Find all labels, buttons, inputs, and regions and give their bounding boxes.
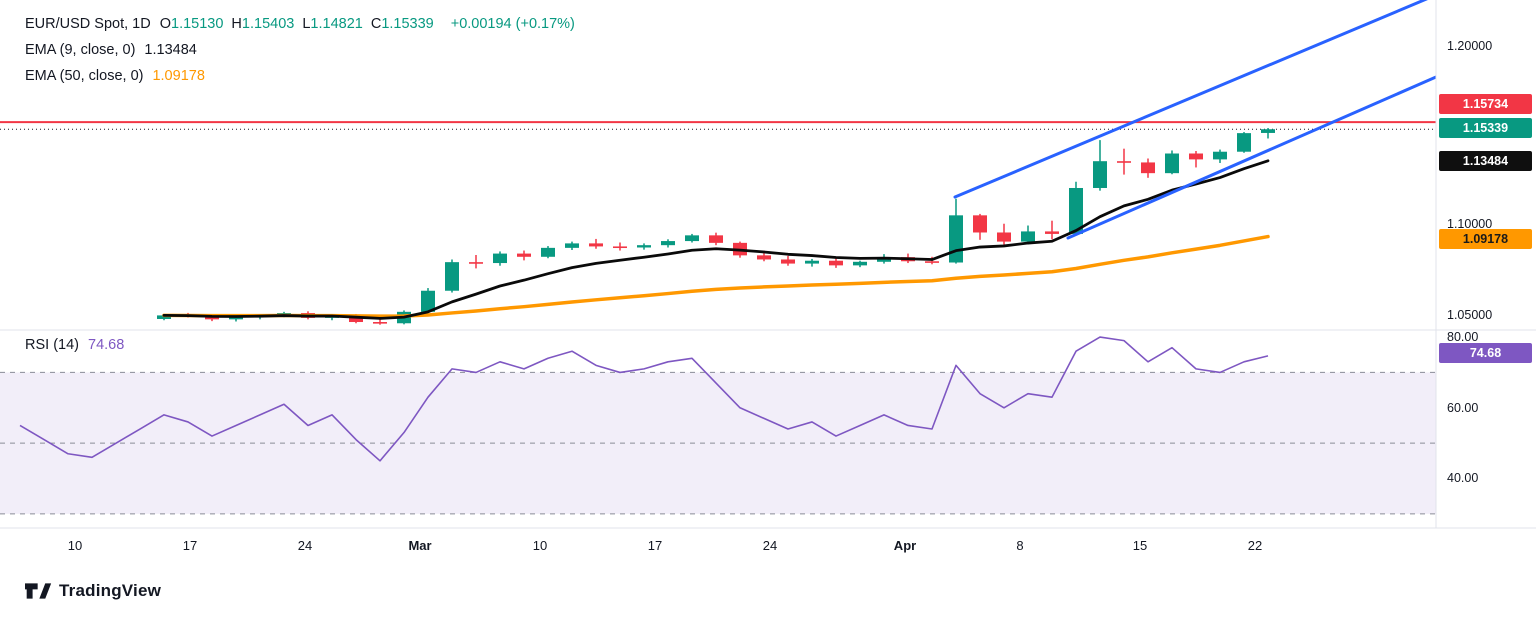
time-axis-label: 24 <box>762 538 778 553</box>
candle[interactable] <box>853 260 867 268</box>
rsi-axis-label: 80.00 <box>1447 330 1479 344</box>
footer: TradingView <box>25 580 161 602</box>
rsi-value: 74.68 <box>88 337 125 353</box>
time-axis-label: 17 <box>182 538 198 553</box>
time-axis-label: 24 <box>297 538 313 553</box>
candle[interactable] <box>1189 151 1203 168</box>
rsi-pane <box>0 371 1436 515</box>
ohlc-value: 1.14821 <box>310 16 363 32</box>
time-axis-label: 15 <box>1132 538 1148 553</box>
ema50-value: 1.09178 <box>152 68 205 84</box>
candle[interactable] <box>1213 149 1227 163</box>
price-badge: 1.09178 <box>1439 229 1532 249</box>
ohlc-letter: O <box>159 16 171 32</box>
ohlc-letter: L <box>302 16 311 32</box>
candle[interactable] <box>1069 181 1083 236</box>
time-axis-label: Mar <box>408 538 432 553</box>
ema50-label[interactable]: EMA (50, close, 0) <box>25 68 144 84</box>
candle[interactable] <box>661 239 675 248</box>
ema9-label[interactable]: EMA (9, close, 0) <box>25 42 136 58</box>
candle[interactable] <box>997 223 1011 246</box>
ema9-legend-row: EMA (9, close, 0) 1.13484 <box>25 42 197 58</box>
candle[interactable] <box>1261 128 1275 139</box>
time-axis-label: 10 <box>532 538 548 553</box>
candle[interactable] <box>445 259 459 293</box>
candle[interactable] <box>1165 150 1179 175</box>
candle[interactable] <box>829 258 843 268</box>
candle[interactable] <box>709 232 723 246</box>
ohlc-letter: C <box>370 16 382 32</box>
ema9-value: 1.13484 <box>144 42 197 58</box>
time-axis-label: Apr <box>893 538 917 553</box>
rsi-badge: 74.68 <box>1439 343 1532 363</box>
candle[interactable] <box>781 255 795 266</box>
candle[interactable] <box>565 241 579 251</box>
rsi-label[interactable]: RSI (14) <box>25 337 79 353</box>
time-axis-label: 17 <box>647 538 663 553</box>
rsi-axis-label: 40.00 <box>1447 471 1479 485</box>
rsi-axis-label: 60.00 <box>1447 401 1479 415</box>
ohlc-letter: H <box>231 16 242 32</box>
candle[interactable] <box>685 233 699 243</box>
candle[interactable] <box>1093 140 1107 191</box>
candle[interactable] <box>469 255 483 269</box>
chart-canvas[interactable] <box>0 0 1536 540</box>
change-value: +0.00194 (+0.17%) <box>450 16 575 32</box>
candle[interactable] <box>589 238 603 249</box>
symbol-title[interactable]: EUR/USD Spot, 1D <box>25 16 151 32</box>
candle[interactable] <box>541 246 555 259</box>
price-axis-label: 1.05000 <box>1447 308 1493 322</box>
rsi-legend-row: RSI (14) 74.68 <box>25 337 124 353</box>
candle[interactable] <box>493 251 507 266</box>
ohlc-value: 1.15130 <box>171 16 224 32</box>
time-axis-label: 8 <box>1016 538 1024 553</box>
main-legend-row: EUR/USD Spot, 1D O1.15130 H1.15403 L1.1482… <box>25 16 575 32</box>
price-axis-label: 1.20000 <box>1447 39 1493 53</box>
candle[interactable] <box>613 242 627 251</box>
time-axis-label: 22 <box>1247 538 1263 553</box>
rsi-line[interactable] <box>19 336 1269 462</box>
candle[interactable] <box>1237 132 1251 153</box>
candle[interactable] <box>1021 225 1035 244</box>
candle[interactable] <box>805 258 819 267</box>
ohlc-value: 1.15403 <box>241 16 295 32</box>
ema50-legend-row: EMA (50, close, 0) 1.09178 <box>25 68 205 84</box>
trendline-1[interactable] <box>953 0 1436 199</box>
candle[interactable] <box>1117 148 1131 175</box>
ohlc-value: 1.15339 <box>381 16 434 32</box>
price-axis-label: 1.10000 <box>1447 217 1493 231</box>
rsi-band <box>0 372 1436 514</box>
ohlc-values: O1.15130 H1.15403 L1.14821 C1.15339 <box>160 16 442 32</box>
candle[interactable] <box>973 213 987 240</box>
tradingview-brand[interactable]: TradingView <box>59 581 162 600</box>
trendline-2[interactable] <box>1066 75 1436 240</box>
candle[interactable] <box>1141 158 1155 178</box>
price-badge: 1.15339 <box>1439 118 1532 138</box>
time-axis-label: 10 <box>67 538 83 553</box>
candle[interactable] <box>517 250 531 261</box>
tradingview-logo-icon[interactable] <box>25 580 52 602</box>
candle[interactable] <box>1045 220 1059 240</box>
ema9-line[interactable] <box>162 159 1270 320</box>
candle[interactable] <box>421 288 435 314</box>
price-badge: 1.13484 <box>1439 151 1532 171</box>
candle[interactable] <box>637 243 651 250</box>
price-badge: 1.15734 <box>1439 94 1532 114</box>
